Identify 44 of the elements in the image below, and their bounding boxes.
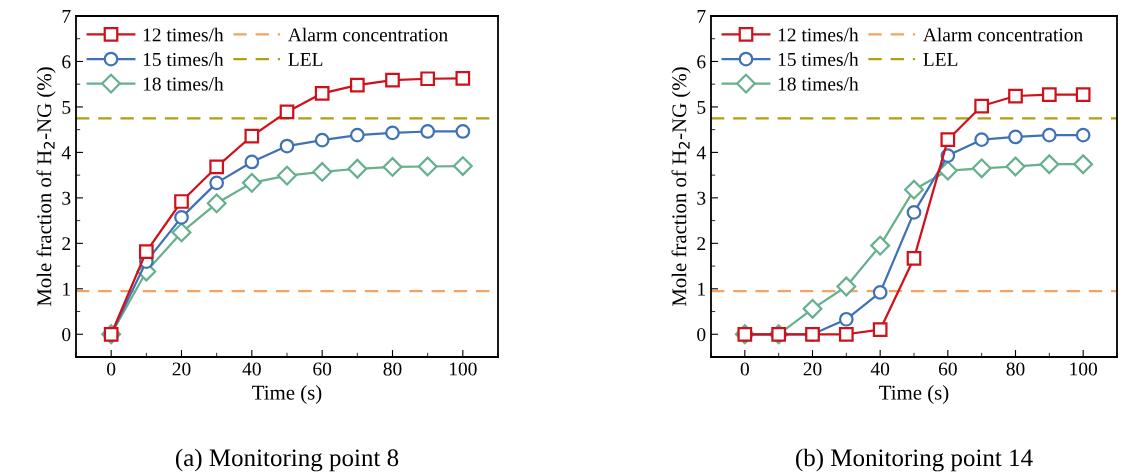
- legend-label: Alarm concentration: [923, 27, 1083, 42]
- legend-label: Alarm concentration: [288, 27, 448, 42]
- x-tick-label: 40: [242, 362, 261, 376]
- x-tick-label: 80: [1006, 362, 1025, 376]
- text: (b) Monitoring point 14: [796, 448, 1033, 472]
- x-tick-label: 80: [383, 362, 402, 376]
- legend-label: 18 times/h: [143, 76, 224, 91]
- y-tick-label: 3: [697, 191, 706, 205]
- text: (a) Monitoring point 8: [175, 448, 399, 472]
- x-axis-title: Time (s): [252, 385, 322, 404]
- x-axis-title: Time (s): [879, 385, 949, 404]
- x-tick-label: 40: [870, 362, 890, 376]
- y-tick-label: 7: [62, 10, 71, 23]
- x-tick-label: 0: [740, 362, 749, 376]
- y-tick-label: 0: [697, 328, 706, 342]
- y-tick-label: 5: [697, 100, 706, 114]
- legend-label: 18 times/h: [778, 76, 859, 91]
- y-tick-label: 4: [696, 146, 706, 160]
- y-tick-label: 1: [698, 282, 705, 296]
- x-tick-label: 20: [803, 362, 822, 376]
- legend-label: 12 times/h: [778, 27, 859, 42]
- y-tick-label: 0: [62, 328, 71, 342]
- y-tick-label: 1: [63, 282, 70, 296]
- y-tick-label: 2: [697, 237, 706, 251]
- x-tick-label: 0: [107, 362, 116, 376]
- y-tick-label: 7: [697, 10, 706, 23]
- legend-label: LEL: [288, 53, 323, 66]
- y-tick-label: 6: [62, 55, 71, 69]
- x-tick-label: 60: [313, 362, 332, 376]
- legend-label: 15 times/h: [778, 52, 859, 67]
- y-tick-label: 5: [62, 100, 71, 114]
- y-tick-label: 6: [697, 55, 706, 69]
- y-tick-label: 4: [61, 146, 71, 160]
- x-tick-label: 60: [938, 362, 957, 376]
- x-tick-label: 20: [172, 362, 191, 376]
- x-tick-label: 100: [449, 362, 477, 376]
- x-tick-label: 100: [1070, 362, 1098, 376]
- y-tick-label: 3: [62, 191, 71, 205]
- y-axis-title: Mole fraction of H$_{2}$-NG (%): [671, 67, 691, 307]
- legend-label: 12 times/h: [143, 27, 224, 42]
- y-tick-label: 2: [62, 237, 71, 251]
- legend-label: LEL: [923, 53, 958, 66]
- legend-label: 15 times/h: [143, 52, 224, 67]
- y-axis-title: Mole fraction of H$_{2}$-NG (%): [36, 67, 56, 307]
